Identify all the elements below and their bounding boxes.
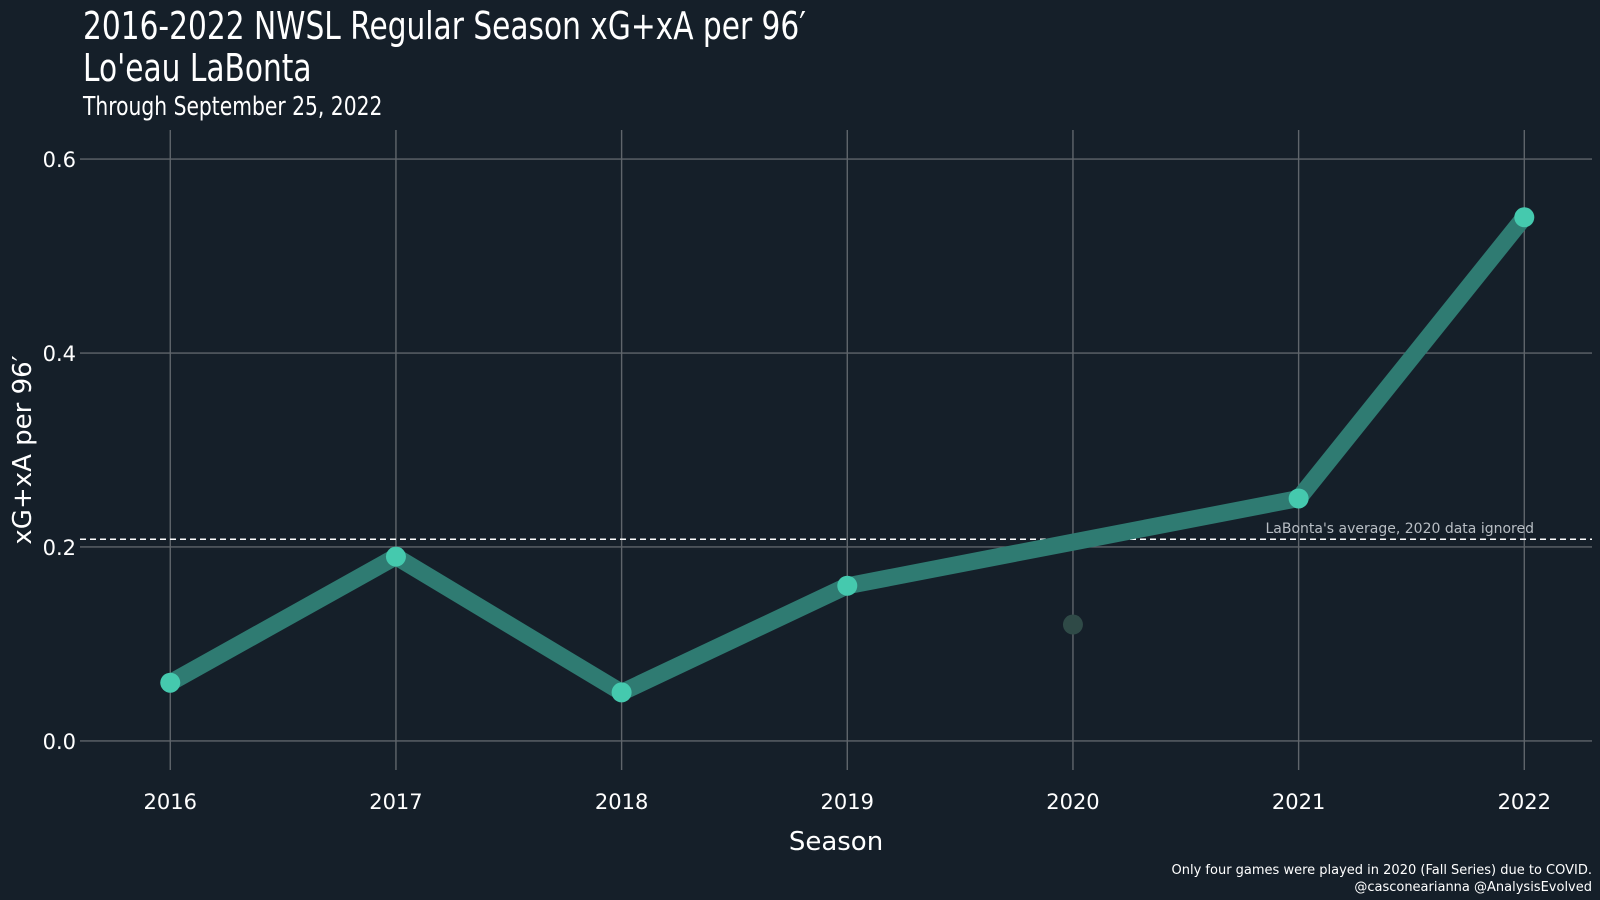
y-tick-label: 0.4	[43, 342, 76, 366]
data-point-2020-actual	[1062, 614, 1083, 635]
x-tick-label: 2018	[595, 790, 648, 814]
grid-layer	[80, 130, 1592, 770]
x-tick-label: 2021	[1272, 790, 1325, 814]
data-point-2021	[1288, 488, 1309, 509]
y-tick-label: 0.2	[43, 536, 76, 560]
data-point-2022	[1514, 207, 1535, 228]
x-tick-label: 2016	[144, 790, 197, 814]
y-axis-title: xG+xA per 96′	[8, 355, 38, 544]
y-tick-label: 0.0	[43, 730, 76, 754]
x-tick-label: 2017	[369, 790, 422, 814]
x-axis-title: Season	[789, 827, 883, 857]
average-reference-label: LaBonta's average, 2020 data ignored	[1265, 521, 1534, 537]
caption-covid-note: Only four games were played in 2020 (Fal…	[1172, 863, 1592, 878]
data-point-2019	[837, 575, 858, 596]
data-point-2016	[160, 672, 181, 693]
reference-layer: LaBonta's average, 2020 data ignored	[80, 521, 1592, 540]
data-point-2018	[611, 682, 632, 703]
caption-credits: @casconearianna @AnalysisEvolved	[1354, 880, 1592, 895]
chart-subtitle: Through September 25, 2022	[83, 92, 383, 122]
points-layer	[160, 207, 1535, 703]
y-tick-label: 0.6	[43, 148, 76, 172]
x-tick-labels: 2016 2017 2018 2019 2020 2021 2022	[144, 790, 1551, 814]
x-tick-label: 2019	[821, 790, 874, 814]
x-tick-label: 2020	[1046, 790, 1099, 814]
chart-title: 2016-2022 NWSL Regular Season xG+xA per …	[83, 4, 806, 48]
chart-title-player: Lo'eau LaBonta	[83, 46, 312, 90]
y-tick-labels: 0.0 0.2 0.4 0.6	[43, 148, 76, 754]
x-tick-label: 2022	[1498, 790, 1551, 814]
data-point-2017	[385, 546, 406, 567]
